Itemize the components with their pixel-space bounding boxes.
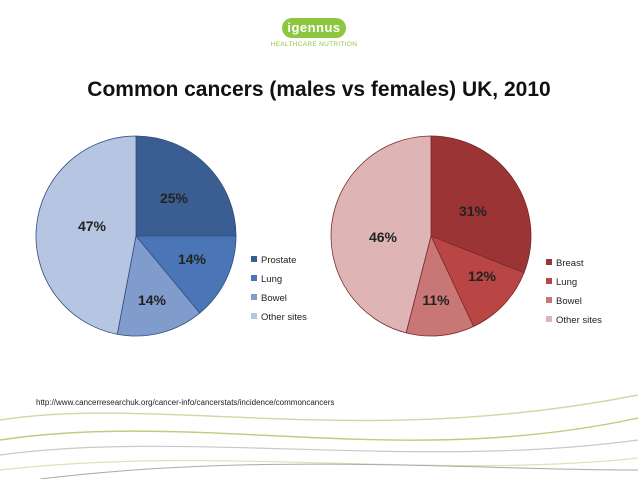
legend-label: Other sites [261, 312, 307, 323]
slice-label: 47% [78, 218, 107, 234]
legend-label: Other sites [556, 315, 602, 326]
brand-logo: igennus HEALTHCARE NUTRITION [266, 18, 362, 54]
legend-swatch [546, 297, 552, 303]
legend-label: Bowel [556, 296, 582, 307]
legend-label: Lung [556, 277, 577, 288]
slice-label: 14% [178, 251, 207, 267]
slice-label: 11% [422, 292, 450, 308]
legend-swatch [251, 256, 257, 262]
pie-slice-other-sites [330, 135, 432, 334]
legend-label: Lung [261, 274, 282, 285]
pie-slice-bowel [405, 234, 475, 337]
pie-slice-bowel [116, 235, 201, 337]
source-link[interactable]: http://www.cancerresearchuk.org/cancer-i… [36, 398, 335, 407]
legend-swatch [251, 275, 257, 281]
legend-swatch [251, 313, 257, 319]
logo-tagline: HEALTHCARE NUTRITION [270, 41, 358, 48]
legend-swatch [546, 259, 552, 265]
pie-slice-other-sites [35, 135, 137, 335]
pie-slice-prostate [135, 135, 237, 237]
legend-swatch [251, 294, 257, 300]
legend-swatch [546, 278, 552, 284]
slice-label: 31% [459, 203, 488, 219]
pie-slice-lung [135, 235, 237, 314]
slice-label: 14% [138, 292, 167, 308]
logo-badge: igennus [282, 18, 346, 38]
legend-swatch [546, 316, 552, 322]
pie-slice-lung [430, 235, 525, 328]
legend-label: Breast [556, 258, 584, 269]
decorative-swooshes [0, 394, 638, 479]
slice-label: 12% [468, 268, 497, 284]
slide-title: Common cancers (males vs females) UK, 20… [87, 78, 551, 101]
legend-label: Prostate [261, 255, 296, 266]
pie-slice-breast [430, 135, 532, 274]
slice-label: 46% [369, 229, 398, 245]
slice-label: 25% [160, 190, 189, 206]
legend-label: Bowel [261, 293, 287, 304]
